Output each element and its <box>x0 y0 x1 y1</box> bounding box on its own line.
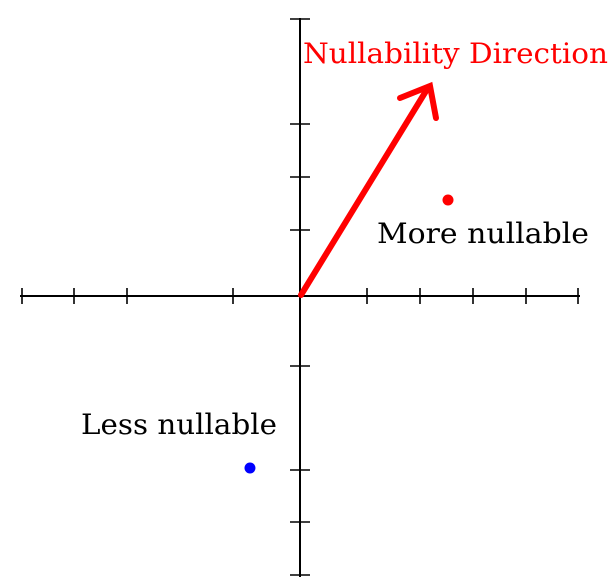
direction-arrow-shaft <box>298 88 429 298</box>
y-axis-ticks <box>290 18 310 576</box>
less-nullable-point <box>244 462 256 474</box>
less-nullable-label: Less nullable <box>81 408 277 441</box>
more-nullable-point <box>442 194 454 206</box>
direction-label: Nullability Direction <box>303 37 608 70</box>
direction-arrow-head <box>397 81 439 121</box>
more-nullable-label: More nullable <box>377 217 589 250</box>
x-axis-ticks <box>21 288 579 304</box>
direction-arrow <box>298 81 439 298</box>
